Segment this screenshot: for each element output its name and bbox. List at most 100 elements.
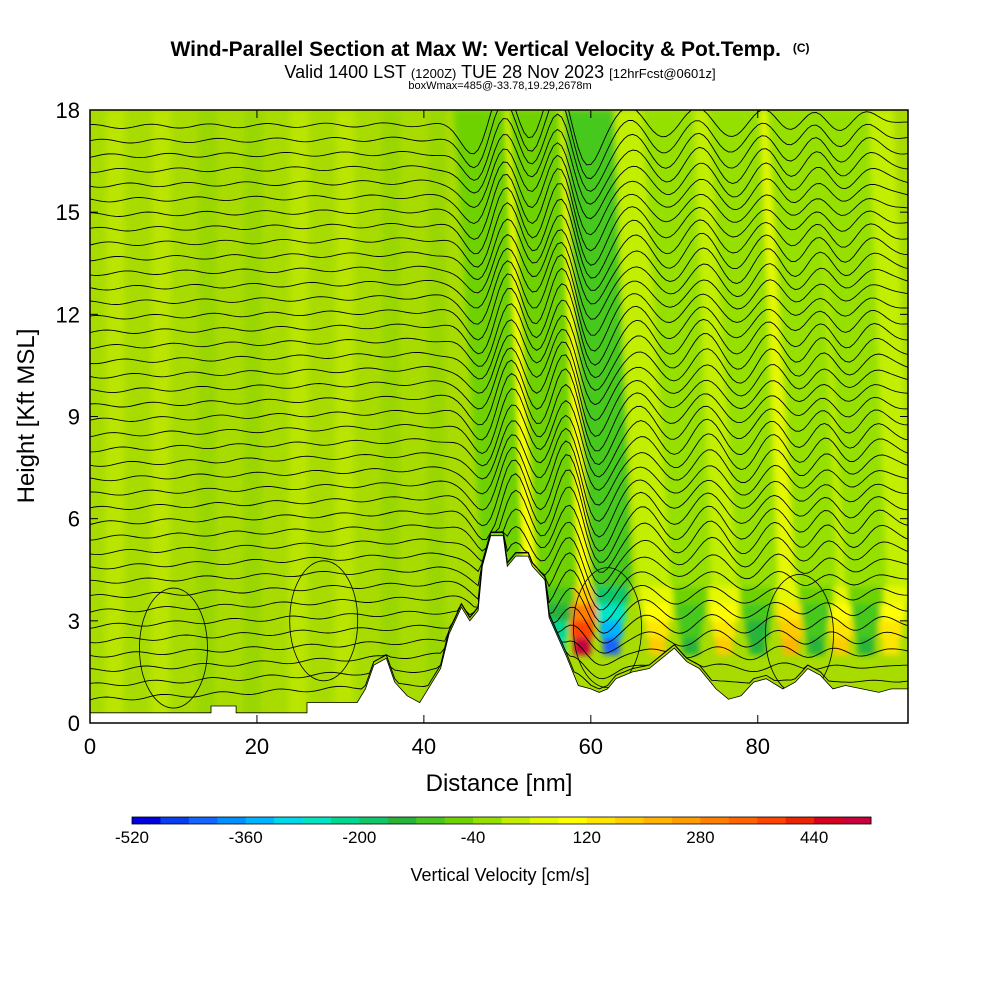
y-tick-label: 6 [68,507,80,532]
weak-wave-band [334,110,355,723]
colorbar-swatch [330,817,360,824]
weak-wave-band [196,110,217,723]
colorbar-swatch [274,817,304,824]
colorbar-tick-label: 440 [800,828,828,847]
theta-contour [90,440,908,522]
colorbar-swatch [700,817,730,824]
y-tick-label: 12 [56,302,80,327]
theta-contour [90,299,908,379]
colorbar-swatch [188,817,218,824]
colorbar-swatch [302,817,332,824]
theta-contours [90,110,908,709]
theta-contour [90,454,908,538]
colorbar-swatch [643,817,673,824]
colorbar-tick-label: -40 [461,828,486,847]
subtitle-forecast: [12hrFcst@0601z] [609,66,715,81]
y-axis: 0 3 6 9 12 15 18 [56,98,908,736]
downdraft-band [767,110,837,587]
colorbar-swatch [615,817,645,824]
y-tick-label: 15 [56,200,80,225]
colorbar-swatch [529,817,559,824]
colorbar-swatch [359,817,389,824]
colorbar-swatch [842,817,872,824]
weak-wave-band [242,110,263,723]
colorbar-swatch [160,817,190,824]
theta-contour [90,267,908,352]
colorbar-swatch [785,817,815,824]
x-tick-label: 40 [412,734,436,759]
colorbar-swatch [672,817,701,824]
theta-contour [90,183,908,266]
theta-contour [90,113,908,192]
theta-contour [90,469,908,552]
colorbar-swatch [217,817,247,824]
colorbar-swatch [387,817,417,824]
colorbar-swatch [416,817,446,824]
colorbar-swatch [586,817,616,824]
downdraft-band [641,110,712,587]
colorbar-swatch [728,817,758,824]
chart-title: Wind-Parallel Section at Max W: Vertical… [170,38,809,61]
theta-contour [90,254,908,336]
x-axis-label: Distance [nm] [426,770,573,797]
x-tick-label: 60 [579,734,603,759]
velocity-contour [289,560,359,682]
colorbar-swatch [501,817,531,824]
downdraft-band [708,110,779,587]
velocity-contour [573,567,642,689]
theta-contour [90,168,908,252]
theta-contour [90,229,908,305]
colorbar: -520 -360 -200 -40 120 280 440 [115,816,872,847]
theta-contour [90,142,908,220]
theta-contour [90,241,908,320]
colorbar-swatch [757,817,787,824]
colorbar-label: Vertical Velocity [cm/s] [410,865,589,885]
theta-contour [90,400,908,478]
colorbar-tick-label: -200 [342,828,376,847]
theta-contour [90,486,908,563]
colorbar-swatch [814,817,844,824]
terrain [90,535,908,723]
y-tick-label: 9 [68,405,80,430]
y-tick-label: 3 [68,609,80,634]
theta-contour [90,504,908,573]
colorbar-tick-label: -360 [229,828,263,847]
theta-contour [90,110,908,180]
copyright-mark: (C) [793,41,810,55]
colorbar-swatch [132,817,161,824]
theta-contour [90,214,908,291]
theta-contour [90,383,908,466]
theta-contour [90,368,908,452]
weak-wave-band [105,110,126,723]
terrain-profile [90,535,908,723]
colorbar-swatch [558,817,588,824]
weak-wave-band [426,110,447,723]
theta-contour [90,354,908,437]
theta-contour [90,341,908,422]
chart-subtitle: Valid 1400 LST (1200Z) TUE 28 Nov 2023 [… [284,62,715,82]
theta-contour [90,198,908,279]
theta-contour [90,427,908,506]
colorbar-swatch [245,817,275,824]
subtitle-date: TUE 28 Nov 2023 [461,62,604,82]
velocity-contour [139,587,208,709]
colorbar-swatch [444,817,474,824]
box-info: boxWmax=485@-33.78,19.29,2678m [408,80,591,92]
colorbar-tick-label: -520 [115,828,149,847]
plot-area [89,109,909,724]
subtitle-valid: Valid 1400 LST [284,62,406,82]
colorbar-tick-label: 280 [686,828,714,847]
theta-contour [90,128,908,205]
x-tick-label: 0 [84,734,96,759]
theta-contour [90,414,908,491]
colorbar-tick-label: 120 [573,828,601,847]
downdraft-band [454,110,524,587]
y-tick-label: 0 [68,711,80,736]
theta-contour [90,315,908,391]
downdraft-band [817,110,887,587]
theta-contour [90,110,908,166]
theta-contour [90,328,908,406]
colorbar-frame [131,816,872,825]
y-tick-label: 18 [56,98,80,123]
